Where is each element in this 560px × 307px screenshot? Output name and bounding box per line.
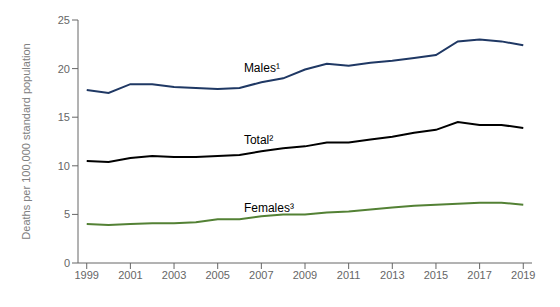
svg-text:2015: 2015: [424, 269, 448, 281]
svg-text:5: 5: [64, 208, 70, 220]
svg-text:2009: 2009: [293, 269, 317, 281]
svg-text:20: 20: [58, 63, 70, 75]
svg-text:10: 10: [58, 160, 70, 172]
svg-text:2007: 2007: [249, 269, 273, 281]
svg-text:0: 0: [64, 257, 70, 269]
svg-text:25: 25: [58, 14, 70, 26]
svg-text:2003: 2003: [162, 269, 186, 281]
svg-text:15: 15: [58, 111, 70, 123]
svg-text:2005: 2005: [205, 269, 229, 281]
svg-text:1999: 1999: [74, 269, 98, 281]
svg-text:2013: 2013: [380, 269, 404, 281]
svg-text:2017: 2017: [467, 269, 491, 281]
svg-text:Deaths per 100,000 standard po: Deaths per 100,000 standard population: [20, 43, 32, 239]
svg-text:Total²: Total²: [244, 133, 273, 147]
svg-text:2011: 2011: [337, 269, 361, 281]
svg-text:Males¹: Males¹: [244, 61, 280, 75]
svg-text:Females³: Females³: [244, 201, 294, 215]
svg-text:2001: 2001: [118, 269, 142, 281]
svg-text:2019: 2019: [511, 269, 535, 281]
